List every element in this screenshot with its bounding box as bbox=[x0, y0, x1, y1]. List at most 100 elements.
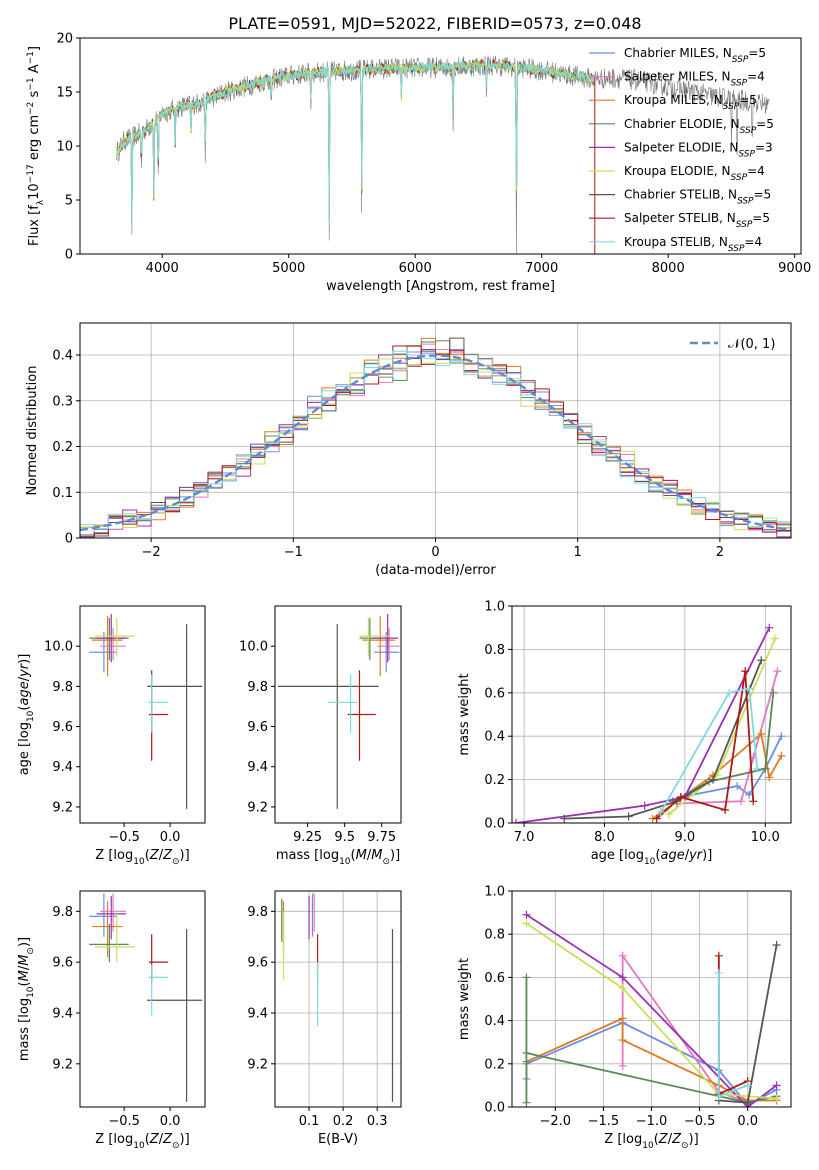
label-span: Z bbox=[658, 1132, 669, 1147]
label-span: log bbox=[622, 1132, 642, 1147]
label-span: =3 bbox=[755, 140, 773, 154]
label-span: ) bbox=[689, 1132, 694, 1147]
label-span: =5 bbox=[748, 46, 766, 60]
model-spectrum-line bbox=[116, 61, 596, 225]
x-tick-label: 7.0 bbox=[514, 830, 535, 845]
label-span: A bbox=[27, 64, 42, 77]
y-tick-label: 9.8 bbox=[247, 905, 268, 920]
x-axis-label: age [log10(age/yr)] bbox=[591, 848, 713, 867]
weight-point-marker bbox=[733, 782, 742, 791]
label-span: =4 bbox=[744, 235, 762, 249]
y-tick-label: 10.0 bbox=[44, 640, 73, 655]
weight-series-line bbox=[621, 952, 749, 1104]
legend-label: 𝒩(0, 1) bbox=[728, 337, 775, 352]
x-tick-label: 7000 bbox=[525, 261, 558, 276]
label-span: ] bbox=[185, 848, 190, 863]
label-span: 10 bbox=[133, 1141, 145, 1151]
x-axis-label: (data-model)/error bbox=[375, 563, 496, 578]
model-spectrum-line bbox=[116, 61, 596, 228]
y-tick-label: 5 bbox=[65, 194, 73, 209]
weight-point-marker bbox=[757, 730, 766, 739]
weight-point-marker bbox=[769, 688, 778, 697]
label-span: −17 bbox=[26, 164, 36, 183]
label-span: age [ bbox=[591, 848, 624, 863]
y-tick-label: 0.8 bbox=[484, 928, 505, 943]
label-span: ⊙ bbox=[172, 1141, 180, 1151]
label-span: log bbox=[17, 722, 32, 742]
weight-series-line bbox=[656, 670, 755, 820]
label-span: SSP bbox=[737, 197, 754, 207]
label-span: Chabrier MILES, N bbox=[624, 46, 732, 60]
weight-point-marker bbox=[709, 775, 718, 784]
label-span: Kroupa MILES, N bbox=[624, 93, 723, 107]
weight-point-marker bbox=[743, 1081, 752, 1090]
weight-point-marker bbox=[522, 1049, 531, 1057]
label-span: ] bbox=[17, 937, 32, 942]
x-tick-label: 4000 bbox=[146, 261, 179, 276]
axes-frame bbox=[274, 605, 402, 824]
weight-point-marker bbox=[664, 810, 673, 819]
label-span: M bbox=[17, 970, 32, 981]
weight-point-marker bbox=[761, 764, 770, 773]
plot-area bbox=[89, 614, 203, 809]
y-tick-label: 0 bbox=[65, 248, 73, 263]
weight-point-marker bbox=[749, 797, 758, 806]
label-span: Kroupa ELODIE, N bbox=[624, 164, 731, 178]
weight-point-marker bbox=[757, 656, 766, 665]
axes-frame bbox=[274, 890, 402, 1108]
label-span: ( bbox=[145, 1132, 150, 1147]
label-span: 10 bbox=[642, 1141, 654, 1151]
y-tick-label: 9.8 bbox=[247, 680, 268, 695]
x-tick-label: 10.0 bbox=[751, 830, 780, 845]
y-tick-label: 0.2 bbox=[484, 773, 505, 788]
label-span: s bbox=[27, 90, 42, 101]
weight-point-marker bbox=[640, 801, 649, 810]
y-tick-label: 9.6 bbox=[52, 956, 73, 971]
y-tick-label: 9.6 bbox=[247, 956, 268, 971]
label-span: SSP bbox=[738, 149, 755, 159]
weight-series-line bbox=[672, 692, 775, 803]
weight-point-marker bbox=[512, 819, 521, 823]
x-tick-label: 9.75 bbox=[367, 830, 396, 845]
x-tick-label: −1.5 bbox=[588, 1114, 620, 1129]
weight-point-marker bbox=[765, 623, 774, 632]
axes-frame bbox=[79, 890, 206, 1108]
residual-histogram-panel: −2 −1 0 1 2 0 0.1 0.2 0.3 0.4 (data-model)/error No… bbox=[25, 322, 792, 578]
label-span: SSP bbox=[736, 220, 753, 230]
x-tick-label: 0.0 bbox=[160, 1114, 181, 1129]
label-span: Z bbox=[149, 1132, 160, 1147]
label-span: ] bbox=[185, 1132, 190, 1147]
weight-point-marker bbox=[560, 814, 569, 823]
label-span: / bbox=[367, 848, 372, 863]
label-span: −1 bbox=[26, 77, 36, 90]
label-span: SSP bbox=[723, 102, 740, 112]
plot-area bbox=[80, 337, 791, 538]
label-span: mass [ bbox=[276, 848, 319, 863]
x-tick-label: 9000 bbox=[778, 261, 811, 276]
weight-point-marker bbox=[721, 805, 730, 814]
label-span: Kroupa STELIB, N bbox=[624, 235, 728, 249]
y-tick-label: 0.0 bbox=[484, 1101, 505, 1116]
weight-point-marker bbox=[745, 790, 754, 799]
y-axis-label: Normed distribution bbox=[25, 366, 40, 496]
weight-point-marker bbox=[741, 667, 750, 676]
label-span: Salpeter ELODIE, N bbox=[624, 140, 738, 154]
weight-point-marker bbox=[624, 812, 633, 821]
weight-point-marker bbox=[725, 688, 734, 697]
label-span: ] bbox=[17, 654, 32, 659]
label-span: Z [ bbox=[95, 848, 113, 863]
legend-label: Kroupa ELODIE, NSSP=4 bbox=[624, 164, 765, 183]
label-span: Salpeter MILES, N bbox=[624, 70, 731, 84]
label-span: ] bbox=[395, 848, 400, 863]
y-tick-label: 9.4 bbox=[247, 760, 268, 775]
model-spectrum-line bbox=[116, 59, 596, 225]
label-span: ) bbox=[180, 1132, 185, 1147]
x-tick-label: 8.0 bbox=[594, 830, 615, 845]
x-tick-label: −1 bbox=[284, 545, 303, 560]
y-tick-label: 1.0 bbox=[484, 600, 505, 615]
x-tick-label: −0.5 bbox=[108, 830, 140, 845]
plot-area bbox=[281, 893, 394, 1102]
label-span: ( bbox=[17, 706, 32, 711]
label-span: 10 bbox=[644, 857, 656, 867]
